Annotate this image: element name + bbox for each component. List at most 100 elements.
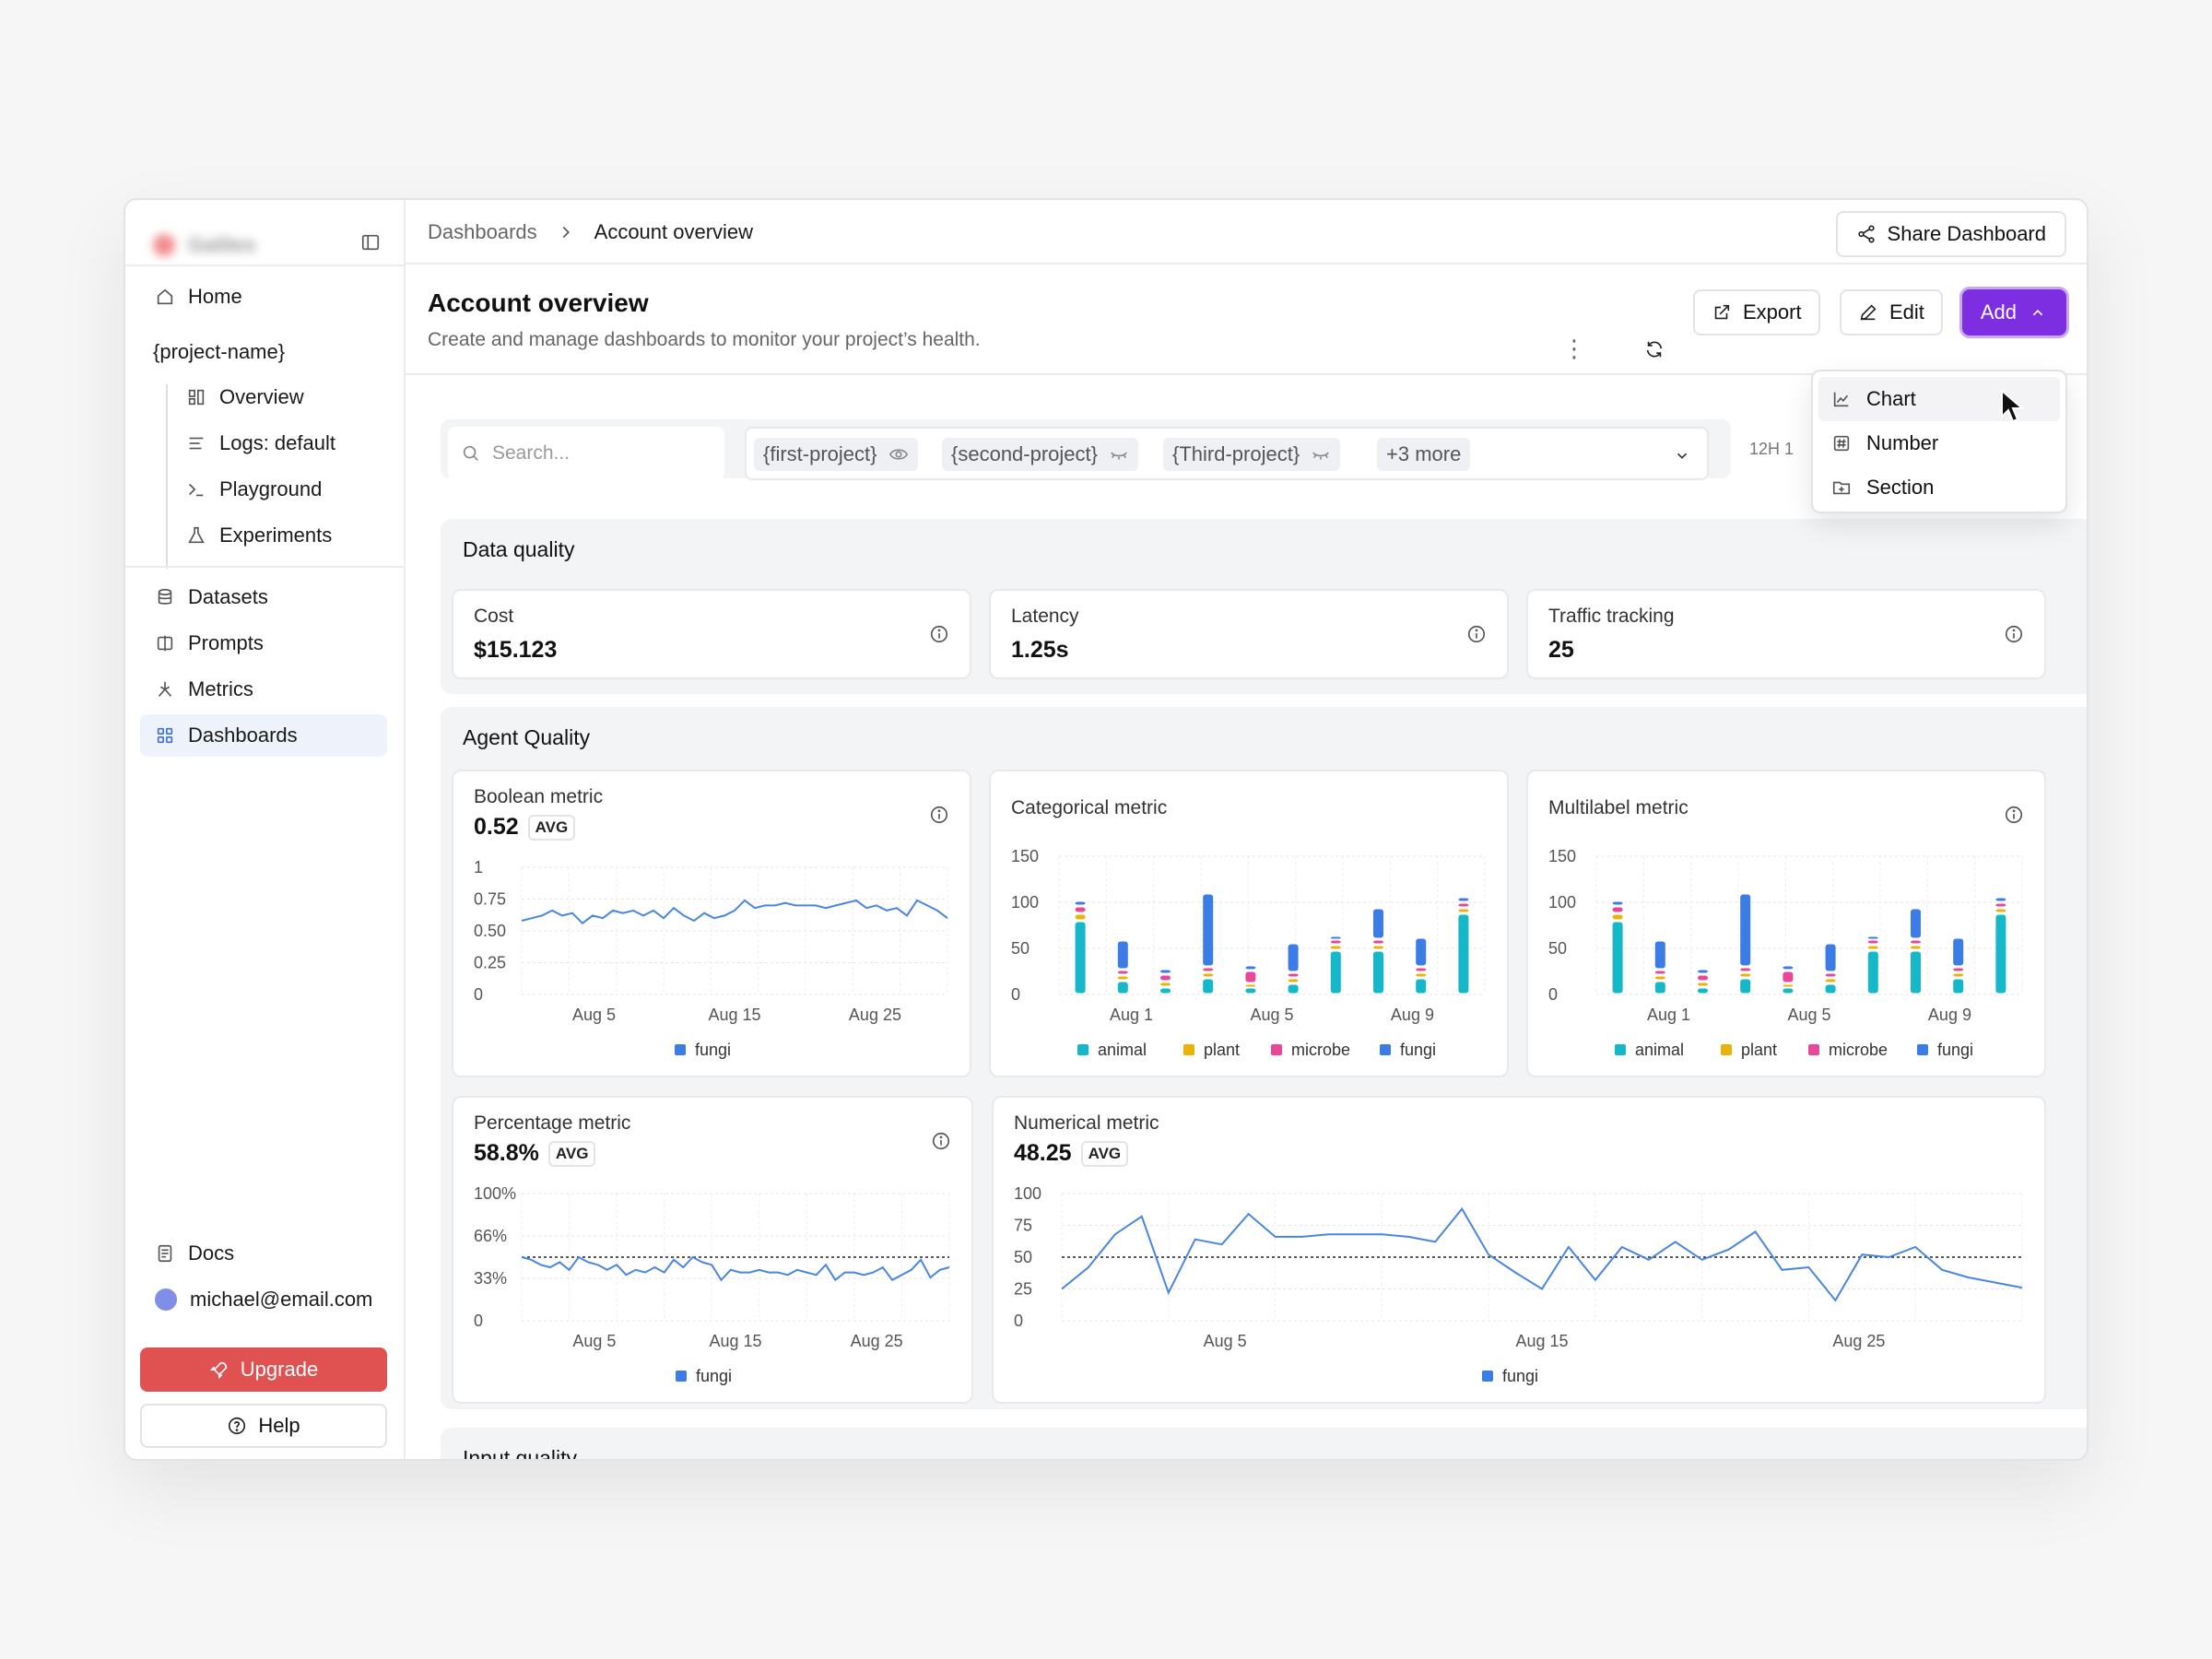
- breadcrumb-dashboards[interactable]: Dashboards: [428, 220, 537, 243]
- y-tick-label: 150: [1011, 847, 1039, 865]
- sidebar-item-playground[interactable]: Playground: [173, 468, 387, 511]
- bar-microbe: [1075, 907, 1086, 912]
- info-icon[interactable]: [2004, 624, 2024, 644]
- x-tick-label: Aug 5: [1250, 1006, 1293, 1024]
- section-title: Input quality: [463, 1446, 578, 1461]
- bar-animal: [1075, 922, 1086, 994]
- time-range-selector[interactable]: 12H 1: [1749, 440, 1794, 458]
- sidebar-item-datasets[interactable]: Datasets: [140, 576, 387, 618]
- bar-plant: [1203, 973, 1214, 977]
- sidebar-item-label: Overview: [219, 385, 304, 408]
- upgrade-button[interactable]: Upgrade: [140, 1347, 387, 1392]
- x-tick-label: Aug 15: [1515, 1332, 1568, 1350]
- share-dashboard-button[interactable]: Share Dashboard: [1835, 211, 2066, 257]
- more-options-button[interactable]: ⋮: [1559, 330, 1587, 367]
- info-icon[interactable]: [929, 624, 949, 644]
- sidebar-item-docs[interactable]: Docs: [140, 1232, 387, 1275]
- eye-closed-icon[interactable]: [1109, 444, 1129, 465]
- more-projects-tag[interactable]: +3 more: [1377, 438, 1471, 471]
- add-button[interactable]: Add: [1961, 289, 2066, 335]
- legend-label: plant: [1741, 1041, 1777, 1059]
- sidebar-item-prompts[interactable]: Prompts: [140, 622, 387, 665]
- bar-animal: [1117, 982, 1128, 994]
- chart-categorical: 150 100 50 0 Aug 1 Aug 5 Aug 9 animal plant micro…: [1011, 847, 1486, 1059]
- bar-microbe: [1995, 903, 2006, 907]
- sidebar-item-experiments[interactable]: Experiments: [173, 514, 387, 557]
- refresh-button[interactable]: [1634, 329, 1675, 370]
- menu-item-number[interactable]: Number: [1818, 421, 2060, 465]
- bar-animal: [1612, 922, 1623, 994]
- series-line-fungi: [521, 899, 948, 925]
- sidebar-item-dashboards[interactable]: Dashboards: [140, 714, 387, 757]
- edit-button[interactable]: Edit: [1840, 289, 1943, 335]
- export-button[interactable]: Export: [1693, 289, 1820, 335]
- bar-plant: [1330, 946, 1341, 949]
- logs-icon: [186, 433, 206, 453]
- bar-animal: [1160, 988, 1171, 994]
- project-tag[interactable]: {Third-project}: [1163, 438, 1341, 471]
- bar-microbe: [1330, 940, 1341, 944]
- y-tick-label: 100: [1014, 1184, 1041, 1203]
- y-tick-label: 0: [474, 1312, 483, 1330]
- dashboard-content: Search... {first-project} {second-projec…: [406, 377, 2087, 1459]
- bar-animal: [1654, 982, 1665, 994]
- x-tick-label: Aug 15: [708, 1006, 760, 1024]
- bar-animal: [1458, 914, 1469, 994]
- info-icon[interactable]: [931, 1131, 951, 1151]
- chevron-right-icon: [556, 222, 576, 242]
- menu-item-section[interactable]: Section: [1818, 465, 2060, 510]
- brand-logo[interactable]: Galileo: [153, 233, 255, 257]
- legend-label: fungi: [1502, 1367, 1538, 1385]
- bar-microbe: [1654, 971, 1665, 974]
- menu-item-label: Number: [1866, 431, 1939, 454]
- avg-value: 0.52: [474, 814, 519, 840]
- flask-icon: [186, 525, 206, 546]
- chevron-down-icon[interactable]: [1672, 445, 1692, 465]
- menu-item-label: Chart: [1866, 387, 1916, 410]
- filter-bar: Search... {first-project} {second-projec…: [441, 419, 1731, 480]
- stat-card-cost: Cost $15.123: [452, 589, 971, 679]
- sidebar-item-label: Experiments: [219, 524, 333, 547]
- search-input[interactable]: Search...: [448, 427, 724, 480]
- bar-microbe: [1953, 968, 1964, 971]
- sidebar-item-metrics[interactable]: Metrics: [140, 668, 387, 711]
- menu-item-chart[interactable]: Chart: [1818, 377, 2060, 421]
- sidebar-item-logs[interactable]: Logs: default: [173, 422, 387, 465]
- sidebar-item-overview[interactable]: Overview: [173, 376, 387, 418]
- y-tick-label: 0: [1014, 1312, 1023, 1330]
- bar-fungi: [1911, 909, 1921, 938]
- sidebar-item-label: Dashboards: [188, 724, 298, 747]
- terminal-icon: [186, 479, 206, 500]
- x-tick-label: Aug 9: [1928, 1006, 1971, 1024]
- bar-plant: [1075, 914, 1086, 920]
- stat-card-traffic: Traffic tracking 25: [1526, 589, 2046, 679]
- eye-closed-icon[interactable]: [1311, 444, 1331, 465]
- avg-value: 58.8%: [474, 1140, 539, 1166]
- project-name-label[interactable]: {project-name}: [153, 340, 286, 363]
- y-tick-label: 150: [1548, 847, 1576, 865]
- x-tick-label: Aug 5: [1787, 1006, 1830, 1024]
- bar-fungi: [1953, 938, 1964, 966]
- y-tick-label: 75: [1014, 1217, 1032, 1235]
- tag-label: {first-project}: [763, 442, 877, 465]
- bar-microbe: [1698, 975, 1708, 981]
- project-tag[interactable]: {second-project}: [942, 438, 1138, 471]
- bar-animal: [1995, 914, 2006, 994]
- brand-icon: [153, 234, 175, 256]
- help-button[interactable]: Help: [140, 1404, 387, 1448]
- export-label: Export: [1743, 300, 1802, 324]
- project-multiselect[interactable]: {first-project} {second-project} {Third-…: [745, 427, 1709, 480]
- legend-label: microbe: [1829, 1041, 1888, 1059]
- eye-icon[interactable]: [888, 444, 909, 465]
- x-tick-label: Aug 1: [1647, 1006, 1690, 1024]
- info-icon[interactable]: [1466, 624, 1487, 644]
- brand-name: Galileo: [188, 233, 256, 256]
- user-account[interactable]: michael@email.com: [140, 1278, 387, 1321]
- project-tag[interactable]: {first-project}: [754, 438, 918, 471]
- menu-item-label: Section: [1866, 476, 1935, 499]
- sidebar-item-home[interactable]: Home: [140, 276, 387, 318]
- help-icon: [227, 1416, 247, 1436]
- collapse-sidebar-button[interactable]: [352, 224, 389, 261]
- info-icon[interactable]: [929, 805, 949, 825]
- info-icon[interactable]: [2004, 805, 2024, 825]
